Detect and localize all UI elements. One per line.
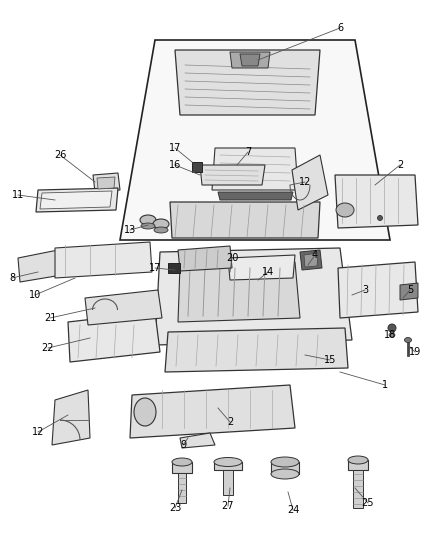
Text: 6: 6 — [337, 23, 343, 33]
Polygon shape — [228, 255, 295, 280]
Text: 20: 20 — [226, 253, 238, 263]
Ellipse shape — [271, 457, 299, 467]
Polygon shape — [348, 460, 368, 470]
Polygon shape — [214, 462, 242, 470]
Polygon shape — [168, 263, 180, 273]
Polygon shape — [85, 290, 162, 325]
Polygon shape — [68, 312, 160, 362]
Text: 17: 17 — [149, 263, 161, 273]
Text: 26: 26 — [54, 150, 66, 160]
Text: 11: 11 — [12, 190, 24, 200]
Ellipse shape — [405, 337, 411, 343]
Text: 8: 8 — [9, 273, 15, 283]
Polygon shape — [130, 385, 295, 438]
Ellipse shape — [214, 457, 242, 466]
Text: 24: 24 — [287, 505, 299, 515]
Bar — [353, 470, 363, 508]
Text: 16: 16 — [169, 160, 181, 170]
Polygon shape — [93, 173, 120, 192]
Polygon shape — [36, 188, 118, 212]
Text: 10: 10 — [29, 290, 41, 300]
Polygon shape — [172, 462, 192, 473]
Polygon shape — [178, 262, 300, 322]
Polygon shape — [155, 248, 352, 345]
Ellipse shape — [172, 458, 192, 466]
Text: 21: 21 — [44, 313, 56, 323]
Polygon shape — [120, 40, 390, 240]
Text: 1: 1 — [382, 380, 388, 390]
Ellipse shape — [378, 215, 382, 221]
Text: 23: 23 — [169, 503, 181, 513]
Text: 5: 5 — [407, 285, 413, 295]
Polygon shape — [52, 390, 90, 445]
Ellipse shape — [154, 227, 168, 233]
Ellipse shape — [140, 215, 156, 225]
Ellipse shape — [348, 456, 368, 464]
Polygon shape — [300, 250, 322, 270]
Ellipse shape — [389, 333, 395, 337]
Polygon shape — [40, 191, 112, 209]
Polygon shape — [18, 250, 62, 282]
Polygon shape — [240, 54, 260, 66]
Polygon shape — [218, 192, 293, 200]
Ellipse shape — [388, 324, 396, 332]
Polygon shape — [230, 52, 270, 68]
Polygon shape — [335, 175, 418, 228]
Polygon shape — [178, 246, 232, 271]
Text: 25: 25 — [362, 498, 374, 508]
Text: 14: 14 — [262, 267, 274, 277]
Text: 7: 7 — [245, 147, 251, 157]
Text: 12: 12 — [32, 427, 44, 437]
Text: 2: 2 — [227, 417, 233, 427]
Text: 15: 15 — [324, 355, 336, 365]
Text: 22: 22 — [42, 343, 54, 353]
Polygon shape — [165, 328, 348, 372]
Ellipse shape — [336, 203, 354, 217]
Text: 17: 17 — [169, 143, 181, 153]
Text: 9: 9 — [180, 440, 186, 450]
Text: 19: 19 — [409, 347, 421, 357]
Polygon shape — [180, 433, 215, 448]
Ellipse shape — [153, 219, 169, 229]
Ellipse shape — [271, 469, 299, 479]
Polygon shape — [175, 50, 320, 115]
Polygon shape — [170, 202, 320, 238]
Polygon shape — [304, 253, 318, 267]
Text: 3: 3 — [362, 285, 368, 295]
Polygon shape — [271, 462, 299, 474]
Polygon shape — [192, 162, 202, 172]
Polygon shape — [212, 148, 298, 190]
Text: 2: 2 — [397, 160, 403, 170]
Text: 12: 12 — [299, 177, 311, 187]
Bar — [223, 470, 233, 495]
Polygon shape — [338, 262, 418, 318]
Polygon shape — [200, 165, 265, 185]
Bar — [178, 473, 186, 503]
Text: 18: 18 — [384, 330, 396, 340]
Ellipse shape — [141, 223, 155, 229]
Text: 13: 13 — [124, 225, 136, 235]
Ellipse shape — [134, 398, 156, 426]
Polygon shape — [400, 283, 418, 300]
Text: 27: 27 — [222, 501, 234, 511]
Polygon shape — [55, 242, 152, 278]
Polygon shape — [97, 177, 115, 189]
Text: 4: 4 — [312, 250, 318, 260]
Polygon shape — [292, 155, 328, 210]
